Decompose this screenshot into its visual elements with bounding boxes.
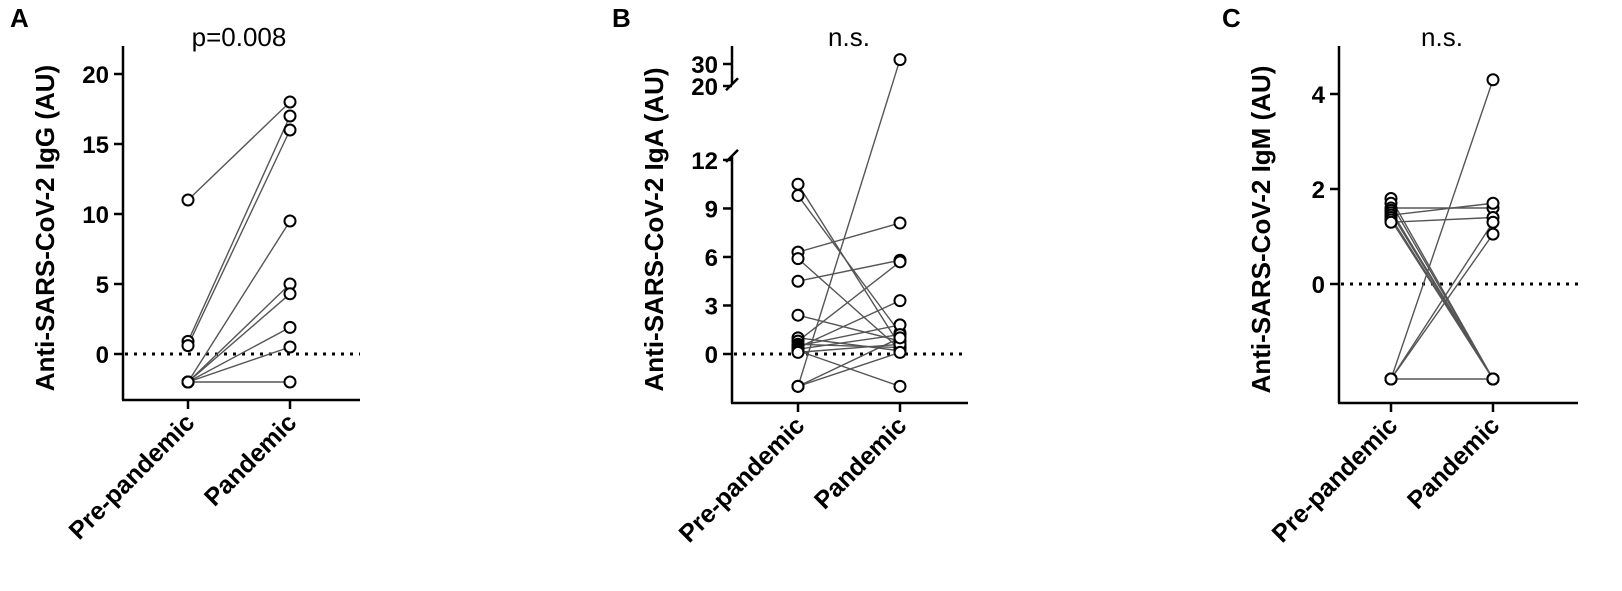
- pair-line: [187, 293, 291, 383]
- data-point-pandemic: [893, 345, 907, 359]
- data-point-pre-pandemic: [181, 375, 195, 389]
- data-point-pandemic: [283, 109, 297, 123]
- chart-panel-c: Cn.s. Anti-SARS-CoV-2 IgM (AU) 0 2 4 Pre-pand…: [1222, 3, 1578, 548]
- pair-line: [187, 283, 291, 383]
- y-axis-title: Anti-SARS-CoV-2 IgM (AU): [1246, 66, 1276, 394]
- y-tick-label: 4: [1312, 82, 1326, 109]
- y-axis-title: Anti-SARS-CoV-2 IgG (AU): [30, 65, 60, 391]
- chart-panel-a: Ap=0.008 Anti-SARS-CoV-2 IgG (AU) 0 5 10 15 20…: [10, 3, 360, 545]
- pair-line: [187, 101, 291, 201]
- data-point-pandemic: [893, 294, 907, 308]
- x-tick-label: Pre-pandemic: [674, 411, 811, 548]
- y-tick-label: 12: [691, 148, 718, 175]
- pair-line: [1390, 216, 1494, 223]
- data-point-pandemic: [1486, 227, 1500, 241]
- data-point-pandemic: [283, 375, 297, 389]
- data-point-pre-pandemic: [791, 274, 805, 288]
- pair-line: [797, 333, 901, 350]
- pair-line: [187, 220, 291, 383]
- y-tick-label: 20: [82, 62, 109, 89]
- y-tick-label: 9: [705, 196, 718, 223]
- significance-annotation: p=0.008: [192, 22, 287, 52]
- data-point-pandemic: [283, 320, 297, 334]
- y-tick-label: 20: [691, 74, 718, 101]
- y-axis-title: Anti-SARS-CoV-2 IgA (AU): [639, 67, 669, 391]
- pair-line: [797, 59, 901, 387]
- significance-annotation: n.s.: [828, 22, 870, 52]
- data-point-pre-pandemic: [791, 189, 805, 203]
- pair-line: [797, 343, 901, 349]
- data-point-pandemic: [1486, 215, 1500, 229]
- x-tick-label: Pre-pandemic: [1267, 411, 1404, 548]
- y-tick-label: 2: [1312, 177, 1325, 204]
- data-point-pandemic: [893, 379, 907, 393]
- panel-label: A: [10, 3, 29, 33]
- data-point-pandemic: [893, 216, 907, 230]
- y-tick-label: 5: [96, 272, 109, 299]
- data-point-pre-pandemic: [1384, 215, 1398, 229]
- pair-line: [187, 115, 291, 342]
- pair-line: [187, 326, 291, 383]
- data-point-pre-pandemic: [1384, 372, 1398, 386]
- y-tick-label: 3: [705, 293, 718, 320]
- panel-label: B: [612, 3, 631, 33]
- data-point-pandemic: [1486, 73, 1500, 87]
- data-point-pandemic: [1486, 196, 1500, 210]
- pair-line: [797, 195, 901, 334]
- data-point-pre-pandemic: [791, 308, 805, 322]
- data-point-pre-pandemic: [181, 193, 195, 207]
- data-point-pandemic: [893, 53, 907, 67]
- y-tick-label: 6: [705, 245, 718, 272]
- y-tick-label: 0: [1312, 272, 1325, 299]
- data-point-pandemic: [283, 214, 297, 228]
- data-point-pre-pandemic: [791, 177, 805, 191]
- y-tick-label: 0: [705, 342, 718, 369]
- panel-label: C: [1222, 3, 1241, 33]
- y-tick-label: 0: [96, 342, 109, 369]
- pair-line: [797, 261, 901, 342]
- data-point-pandemic: [283, 340, 297, 354]
- y-tick-label: 30: [691, 52, 718, 79]
- pair-line: [797, 351, 901, 388]
- data-point-pre-pandemic: [791, 252, 805, 266]
- pair-line: [187, 129, 291, 346]
- pair-line: [1390, 221, 1494, 380]
- data-point-pandemic: [893, 331, 907, 345]
- data-point-pandemic: [283, 287, 297, 301]
- x-tick-label: Pandemic: [1402, 411, 1505, 514]
- significance-annotation: n.s.: [1421, 22, 1463, 52]
- data-point-pandemic: [1486, 372, 1500, 386]
- data-point-pandemic: [893, 255, 907, 269]
- data-point-pre-pandemic: [791, 379, 805, 393]
- data-point-pandemic: [283, 123, 297, 137]
- x-tick-label: Pre-pandemic: [64, 408, 201, 545]
- pair-line: [797, 350, 901, 388]
- y-tick-label: 15: [82, 132, 109, 159]
- y-tick-label: 10: [82, 202, 109, 229]
- data-point-pandemic: [283, 95, 297, 109]
- pair-line: [1390, 233, 1494, 380]
- data-point-pre-pandemic: [791, 345, 805, 359]
- x-tick-label: Pandemic: [809, 411, 912, 514]
- pair-line: [1390, 79, 1494, 380]
- pair-line: [797, 222, 901, 253]
- x-tick-label: Pandemic: [199, 408, 302, 511]
- pair-line: [187, 346, 291, 383]
- pair-line: [797, 258, 901, 350]
- pair-line: [797, 300, 901, 349]
- data-point-pre-pandemic: [181, 339, 195, 353]
- pair-line: [1390, 202, 1494, 216]
- pair-line: [797, 259, 901, 282]
- pair-line: [797, 324, 901, 347]
- pair-line: [797, 337, 901, 387]
- axis-break-mark: [725, 77, 739, 92]
